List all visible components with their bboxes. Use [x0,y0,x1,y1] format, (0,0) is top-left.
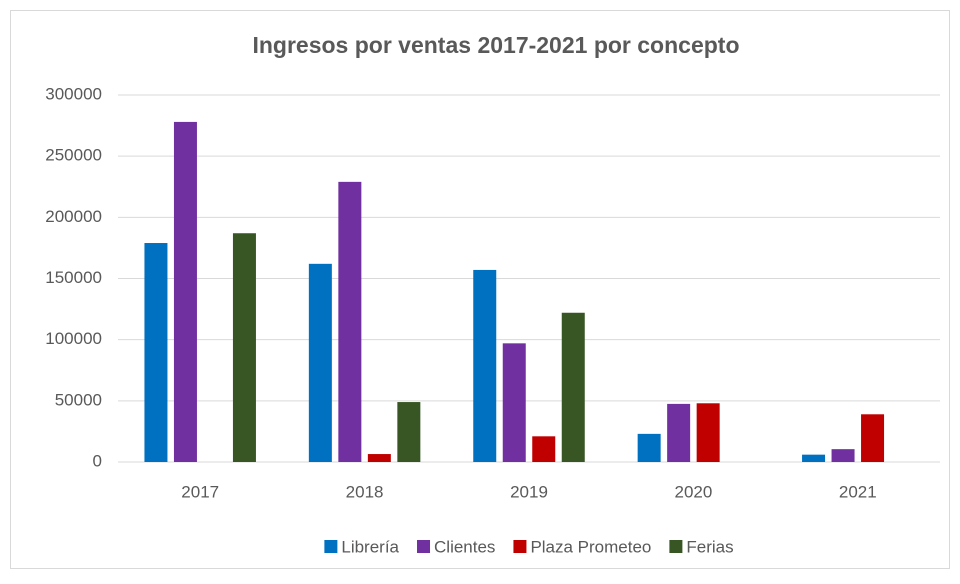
x-tick-label: 2020 [674,482,712,501]
bar [667,403,691,462]
bar [861,414,885,462]
chart-title: Ingresos por ventas 2017-2021 por concep… [252,32,739,58]
x-tick-label: 2017 [181,482,219,501]
x-tick-label: 2021 [839,482,877,501]
x-tick-label: 2019 [510,482,548,501]
y-tick-label: 300000 [45,84,102,103]
bar [232,233,256,462]
legend-label: Clientes [434,537,495,556]
x-tick-label: 2018 [346,482,384,501]
bar [696,403,720,462]
bar [367,454,391,462]
bar [802,454,826,462]
bar [308,263,332,462]
y-tick-label: 200000 [45,207,102,226]
y-tick-label: 150000 [45,268,102,287]
bar [144,243,168,462]
bar [637,433,661,462]
y-tick-label: 100000 [45,329,102,348]
bar [831,449,855,462]
bar [473,269,497,462]
bar [502,343,526,462]
y-tick-label: 0 [93,451,102,470]
legend-label: Ferias [686,537,733,556]
bar [397,402,421,462]
y-tick-label: 50000 [55,390,102,409]
bar [338,181,362,462]
legend-swatch [513,540,527,553]
legend-label: Plaza Prometeo [530,537,651,556]
bar [561,312,585,462]
legend-label: Librería [341,537,399,556]
legend-swatch [417,540,431,553]
legend-swatch [324,540,338,553]
bar [532,436,556,462]
bar [173,121,197,462]
legend-swatch [669,540,683,553]
y-tick-label: 250000 [45,146,102,165]
